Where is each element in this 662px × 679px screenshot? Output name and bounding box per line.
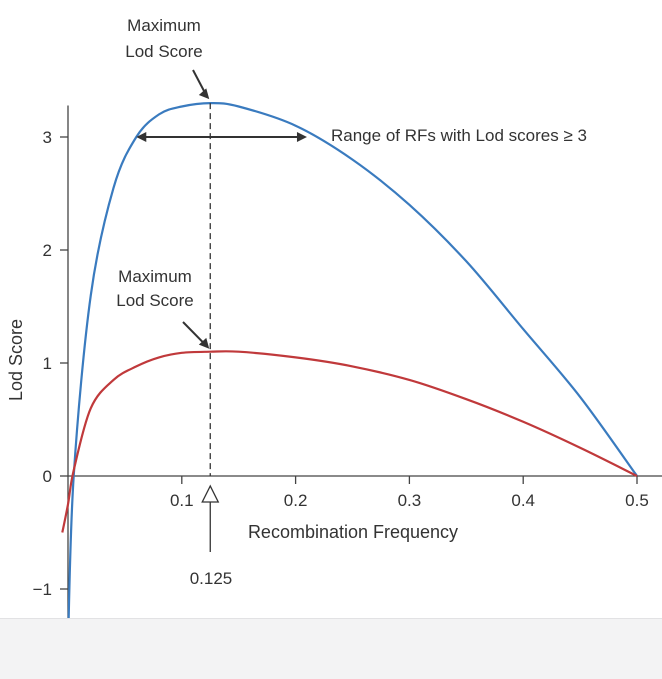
y-tick-label: 1: [43, 354, 52, 373]
y-tick-label: −1: [33, 580, 52, 599]
y-tick-label: 0: [43, 467, 52, 486]
annotation-range-label: Range of RFs with Lod scores ≥ 3: [331, 126, 587, 145]
range-arrow-head-left: [136, 132, 147, 142]
annotation-max-mid-line1: Maximum: [118, 267, 192, 286]
max-x-arrow-head: [201, 484, 220, 503]
lod-score-chart: −1 0 1 2 3 0.1 0.2 0.3 0.4 0.5 Maximum Lod Score …: [6, 16, 662, 666]
series-line-red: [61, 350, 638, 533]
max-top-arrow-head: [198, 88, 210, 100]
series-line-blue: [66, 101, 638, 646]
x-tick-label: 0.1: [170, 491, 194, 510]
series-layer: [61, 101, 638, 646]
range-arrow-head-right: [296, 132, 307, 142]
chart-svg: −1 0 1 2 3 0.1 0.2 0.3 0.4 0.5 Maximum Lod Score …: [6, 16, 662, 666]
max-mid-arrow-head: [198, 337, 210, 349]
annotation-max-x-label: 0.125: [190, 569, 233, 588]
annotation-max-mid-line2: Lod Score: [116, 291, 194, 310]
bottom-bar: [0, 618, 662, 679]
x-axis-title: Recombination Frequency: [248, 522, 458, 542]
x-tick-label: 0.5: [625, 491, 649, 510]
annotation-layer: Maximum Lod Score Maximum Lod Score Rang…: [6, 16, 587, 588]
y-axis-title: Lod Score: [6, 319, 26, 401]
x-tick-label: 0.3: [398, 491, 422, 510]
x-tick-label: 0.2: [284, 491, 308, 510]
y-tick-label: 2: [43, 241, 52, 260]
annotation-max-top-line1: Maximum: [127, 16, 201, 35]
x-tick-label: 0.4: [511, 491, 535, 510]
y-tick-label: 3: [43, 128, 52, 147]
axes-group: −1 0 1 2 3 0.1 0.2 0.3 0.4 0.5: [33, 105, 662, 666]
annotation-max-top-line2: Lod Score: [125, 42, 203, 61]
